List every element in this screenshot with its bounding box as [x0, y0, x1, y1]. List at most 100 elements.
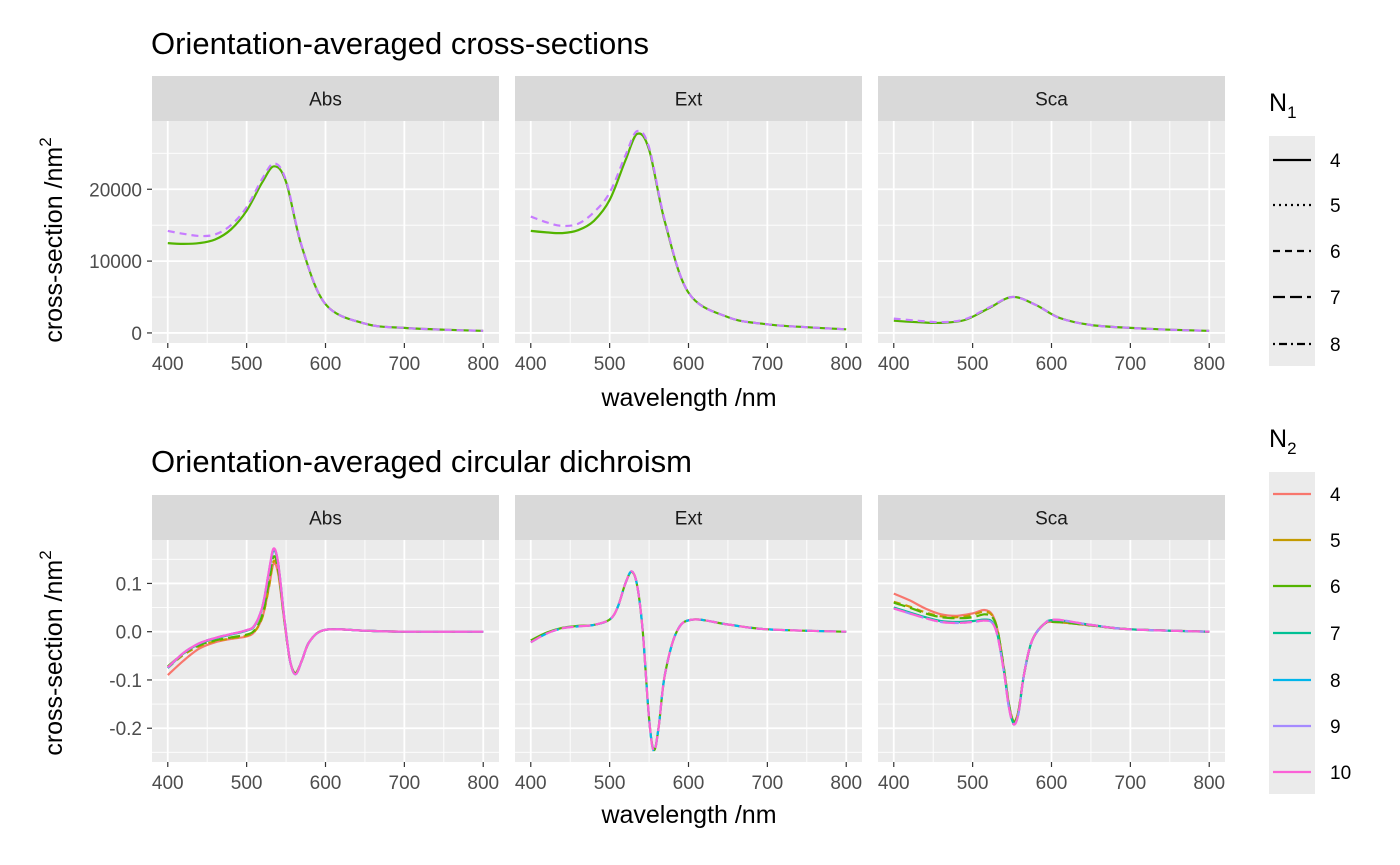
legend-item: 9: [1273, 717, 1341, 738]
legend-item-label: 4: [1330, 151, 1341, 172]
legend-items: 4 5 6 7 8: [1273, 151, 1341, 356]
facet-strip: [878, 495, 1225, 540]
facet-panel-ext: Ext 400 500 600 700 800: [515, 495, 862, 794]
facet-panels: Abs 400 500 600 700 800 0 10000 20000 Ext 400 500 60…: [89, 76, 1225, 375]
legend-item: 6: [1273, 242, 1341, 263]
circular-dichroism-plot: Orientation-averaged circular dichroism …: [36, 425, 1351, 829]
x-tick-label: 400: [878, 773, 910, 794]
x-tick-label: 400: [152, 354, 184, 375]
x-tick-label: 800: [830, 773, 862, 794]
facet-strip: [515, 76, 862, 121]
x-tick-label: 800: [467, 354, 499, 375]
facet-strip-label: Ext: [675, 90, 703, 111]
plot-title: Orientation-averaged circular dichroism: [151, 444, 692, 479]
x-tick-label: 400: [515, 354, 547, 375]
x-axis-label: wavelength /nm: [600, 801, 776, 829]
y-axis-label: cross-section /nm2: [36, 137, 68, 342]
facet-panels: Abs 400 500 600 700 800 -0.2 -0.1 0.0 0.1 Ext 400 50…: [109, 495, 1225, 794]
y-tick-label: 20000: [89, 180, 142, 201]
legend-item-label: 6: [1330, 242, 1341, 263]
x-tick-label: 400: [152, 773, 184, 794]
legend-item-label: 10: [1330, 763, 1351, 784]
legend-title-subscript: 1: [1287, 103, 1296, 122]
x-tick-label: 500: [594, 354, 626, 375]
x-tick-label: 600: [310, 354, 342, 375]
x-tick-label: 600: [310, 773, 342, 794]
legend-title: N1: [1269, 89, 1297, 122]
x-tick-label: 400: [878, 354, 910, 375]
y-tick-label: -0.2: [109, 719, 142, 740]
legend-item-label: 7: [1330, 624, 1341, 645]
series-line: [167, 547, 484, 676]
legend-item: 4: [1273, 485, 1341, 506]
legend-items: 4 5 6 7 8 9 10: [1273, 485, 1351, 784]
facet-strip: [152, 495, 499, 540]
x-tick-label: 700: [389, 773, 421, 794]
x-tick-label: 800: [830, 354, 862, 375]
cross-sections-plot: Orientation-averaged cross-sections Abs 4…: [36, 26, 1341, 412]
x-tick-label: 700: [1115, 354, 1147, 375]
x-tick-label: 800: [1193, 773, 1225, 794]
y-axis-label-main: cross-section /nm: [40, 560, 68, 756]
x-tick-label: 700: [752, 773, 784, 794]
x-tick-label: 800: [1193, 354, 1225, 375]
legend-item-label: 8: [1330, 335, 1341, 356]
x-tick-label: 700: [389, 354, 421, 375]
series-line: [167, 165, 484, 332]
facet-panel-abs: Abs 400 500 600 700 800 0 10000 20000: [89, 76, 499, 375]
plot-title: Orientation-averaged cross-sections: [151, 26, 649, 61]
x-tick-label: 500: [594, 773, 626, 794]
x-tick-label: 500: [957, 773, 989, 794]
x-axis-label: wavelength /nm: [600, 384, 776, 412]
legend-item: 7: [1273, 288, 1341, 309]
x-tick-label: 400: [515, 773, 547, 794]
legend-item-label: 7: [1330, 288, 1341, 309]
y-axis-label: cross-section /nm2: [36, 550, 68, 755]
facet-strip: [878, 76, 1225, 121]
legend-item-label: 6: [1330, 577, 1341, 598]
legend-item: 4: [1273, 151, 1341, 172]
facet-panel-abs: Abs 400 500 600 700 800 -0.2 -0.1 0.0 0.1: [109, 495, 499, 794]
y-tick-label: 0.0: [116, 623, 142, 644]
facet-strip-label: Abs: [309, 509, 342, 530]
facet-strip: [515, 495, 862, 540]
legend-item: 8: [1273, 671, 1341, 692]
y-tick-label: 0.1: [116, 574, 142, 595]
y-axis-label-superscript: 2: [36, 550, 55, 559]
facet-strip-label: Sca: [1035, 509, 1068, 530]
legend-title: N2: [1269, 425, 1297, 458]
series-line: [893, 607, 1210, 726]
legend-item: 7: [1273, 624, 1341, 645]
y-tick-label: 10000: [89, 252, 142, 273]
legend-item-label: 5: [1330, 531, 1341, 552]
legend-item: 10: [1273, 763, 1351, 784]
legend-item: 5: [1273, 531, 1341, 552]
legend-item-label: 8: [1330, 671, 1341, 692]
legend-item-label: 4: [1330, 485, 1341, 506]
legend-n1: N1 4 5 6 7 8: [1269, 89, 1341, 366]
legend-item: 5: [1273, 196, 1341, 217]
legend-title-main: N: [1269, 89, 1287, 117]
series-line: [167, 162, 484, 332]
facet-panel-sca: Sca 400 500 600 700 800: [878, 495, 1225, 794]
series-line: [530, 570, 847, 753]
series-line: [530, 129, 847, 331]
legend-n2: N2 4 5 6 7 8 9 10: [1269, 425, 1351, 794]
x-tick-label: 500: [957, 354, 989, 375]
x-tick-label: 500: [231, 354, 263, 375]
facet-strip: [152, 76, 499, 121]
legend-item: 6: [1273, 577, 1341, 598]
legend-title-main: N: [1269, 425, 1287, 453]
y-tick-label: 0: [131, 324, 142, 345]
legend-item-label: 5: [1330, 196, 1341, 217]
facet-panel-ext: Ext 400 500 600 700 800: [515, 76, 862, 375]
y-tick-label: -0.1: [109, 671, 142, 692]
facet-panel-sca: Sca 400 500 600 700 800: [878, 76, 1225, 375]
y-axis-label-superscript: 2: [36, 137, 55, 146]
x-tick-label: 600: [673, 773, 705, 794]
series-line: [893, 295, 1210, 332]
x-tick-label: 600: [1036, 773, 1068, 794]
legend-title-subscript: 2: [1287, 439, 1296, 458]
x-tick-label: 800: [467, 773, 499, 794]
facet-strip-label: Sca: [1035, 90, 1068, 111]
